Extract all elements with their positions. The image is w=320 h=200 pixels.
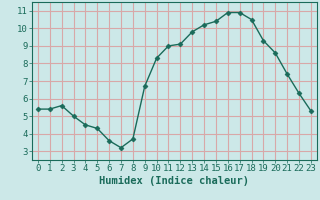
X-axis label: Humidex (Indice chaleur): Humidex (Indice chaleur) — [100, 176, 249, 186]
